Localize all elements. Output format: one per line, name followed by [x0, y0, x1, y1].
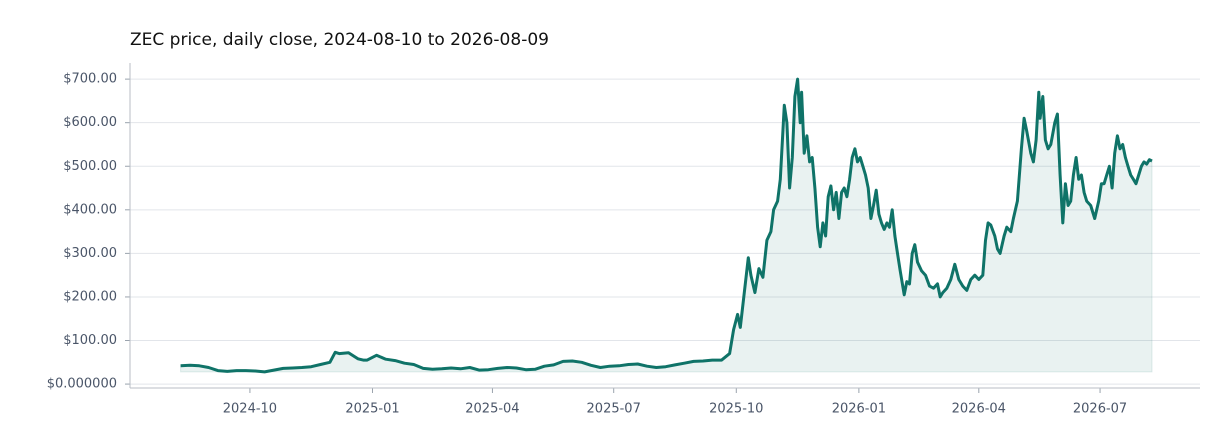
y-tick-label: $300.00: [63, 246, 117, 261]
y-tick-label: $600.00: [63, 115, 117, 130]
x-tick-label: 2025-07: [587, 402, 641, 417]
x-tick-label: 2024-10: [223, 402, 277, 417]
x-tick-label: 2025-10: [709, 402, 763, 417]
x-tick-label: 2026-07: [1073, 402, 1127, 417]
chart-title: ZEC price, daily close, 2024-08-10 to 20…: [130, 30, 549, 50]
line: [180, 77, 1153, 374]
y-tick-label: $500.00: [63, 159, 117, 174]
y-tick-label: $700.00: [63, 72, 117, 87]
x-tick-label: 2025-04: [465, 402, 519, 417]
y-tick-label: $400.00: [63, 202, 117, 217]
y-tick-label: $100.00: [63, 333, 117, 348]
x-tick-label: 2026-01: [832, 402, 886, 417]
x-tick-label: 2025-01: [345, 402, 399, 417]
y-tick-label: $200.00: [63, 289, 117, 304]
x-tick-label: 2026-04: [952, 402, 1006, 417]
y-tick-label: $0.000000: [47, 377, 117, 392]
